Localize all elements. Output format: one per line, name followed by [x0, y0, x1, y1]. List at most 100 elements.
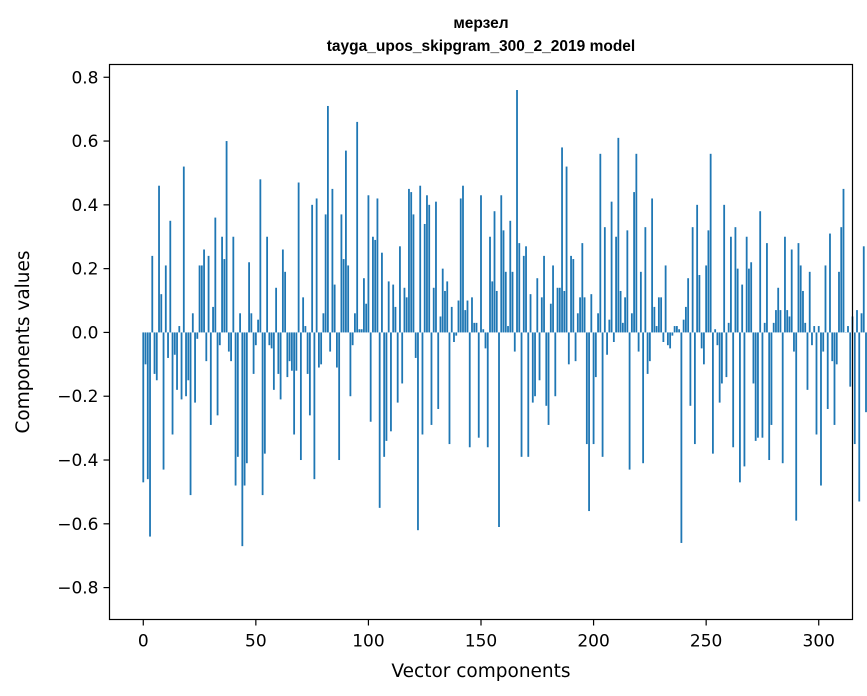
bar — [248, 262, 250, 333]
bar — [680, 332, 683, 543]
bar — [435, 201, 437, 333]
bar — [164, 265, 167, 333]
bar — [687, 278, 690, 333]
bar — [176, 332, 178, 390]
bar — [218, 332, 221, 346]
bar — [212, 306, 214, 333]
bar — [633, 192, 635, 333]
x-axis-label: Vector components — [391, 661, 570, 682]
bar — [808, 271, 811, 333]
bar — [414, 332, 417, 358]
bar — [721, 332, 723, 384]
bar — [173, 332, 176, 355]
bar — [815, 332, 818, 435]
bar — [257, 319, 259, 333]
bar — [399, 246, 401, 333]
bar — [671, 332, 674, 336]
bar — [518, 243, 521, 333]
bar — [682, 319, 685, 333]
chart-title-line2: tayga_upos_skipgram_300_2_2019 model — [327, 38, 635, 55]
bar — [660, 297, 663, 333]
bar — [295, 332, 298, 371]
bar — [254, 332, 257, 346]
bar — [743, 332, 746, 467]
bar — [502, 230, 505, 333]
bar — [716, 332, 719, 346]
bar — [351, 332, 354, 346]
bar — [473, 322, 476, 333]
bar — [558, 287, 561, 333]
bar — [599, 153, 602, 333]
bar — [669, 332, 672, 349]
bar — [252, 332, 255, 374]
bar — [563, 290, 566, 333]
bar — [500, 195, 503, 333]
bar — [583, 297, 586, 333]
bar — [243, 332, 246, 486]
bar — [180, 332, 183, 400]
bar — [329, 332, 332, 352]
bar — [306, 332, 309, 374]
bar — [426, 195, 428, 333]
bar — [396, 332, 399, 403]
bar — [689, 332, 692, 406]
bar — [194, 332, 196, 403]
bar — [403, 287, 406, 333]
bar — [610, 201, 613, 333]
bar — [673, 326, 676, 333]
bar — [225, 141, 228, 333]
y-tick-label: 0.6 — [71, 132, 98, 152]
y-tick-label: 0.2 — [71, 260, 98, 280]
bar — [712, 332, 714, 454]
bar — [234, 332, 237, 486]
bar — [617, 137, 620, 333]
bar — [279, 332, 282, 400]
bar — [820, 332, 822, 486]
bar — [486, 332, 489, 448]
bar — [207, 255, 210, 333]
bar — [619, 290, 622, 333]
bar — [754, 332, 757, 441]
bar — [858, 332, 861, 502]
bar — [239, 313, 241, 333]
bar — [437, 332, 440, 409]
bar — [799, 265, 802, 333]
bar — [495, 290, 498, 333]
bar — [457, 300, 460, 333]
bar — [230, 332, 232, 362]
bar — [594, 332, 597, 378]
bar — [840, 227, 843, 333]
bar — [448, 332, 451, 445]
bar — [793, 332, 795, 352]
bar — [628, 332, 631, 470]
bar — [725, 332, 728, 378]
bar — [813, 326, 816, 333]
bar — [554, 332, 557, 397]
bar — [266, 236, 269, 333]
bar — [412, 214, 415, 333]
bar — [572, 259, 575, 333]
bar — [529, 294, 532, 333]
bar — [275, 287, 278, 333]
bar — [592, 332, 595, 445]
bar — [477, 332, 480, 438]
bar — [356, 121, 359, 333]
bar — [786, 310, 789, 333]
bar — [718, 332, 721, 403]
bar — [795, 332, 798, 521]
bar — [241, 332, 244, 547]
bar — [394, 306, 397, 333]
bar — [268, 332, 271, 346]
bar — [549, 303, 552, 333]
bar — [763, 322, 766, 333]
bars-group — [142, 90, 867, 547]
bar — [378, 332, 381, 508]
bar — [293, 332, 296, 435]
y-tick-label: −0.8 — [57, 579, 98, 599]
bar — [345, 150, 347, 333]
bar — [581, 243, 584, 333]
bar — [642, 332, 645, 464]
bar — [860, 313, 863, 333]
bar — [624, 297, 626, 333]
bar — [579, 297, 581, 333]
